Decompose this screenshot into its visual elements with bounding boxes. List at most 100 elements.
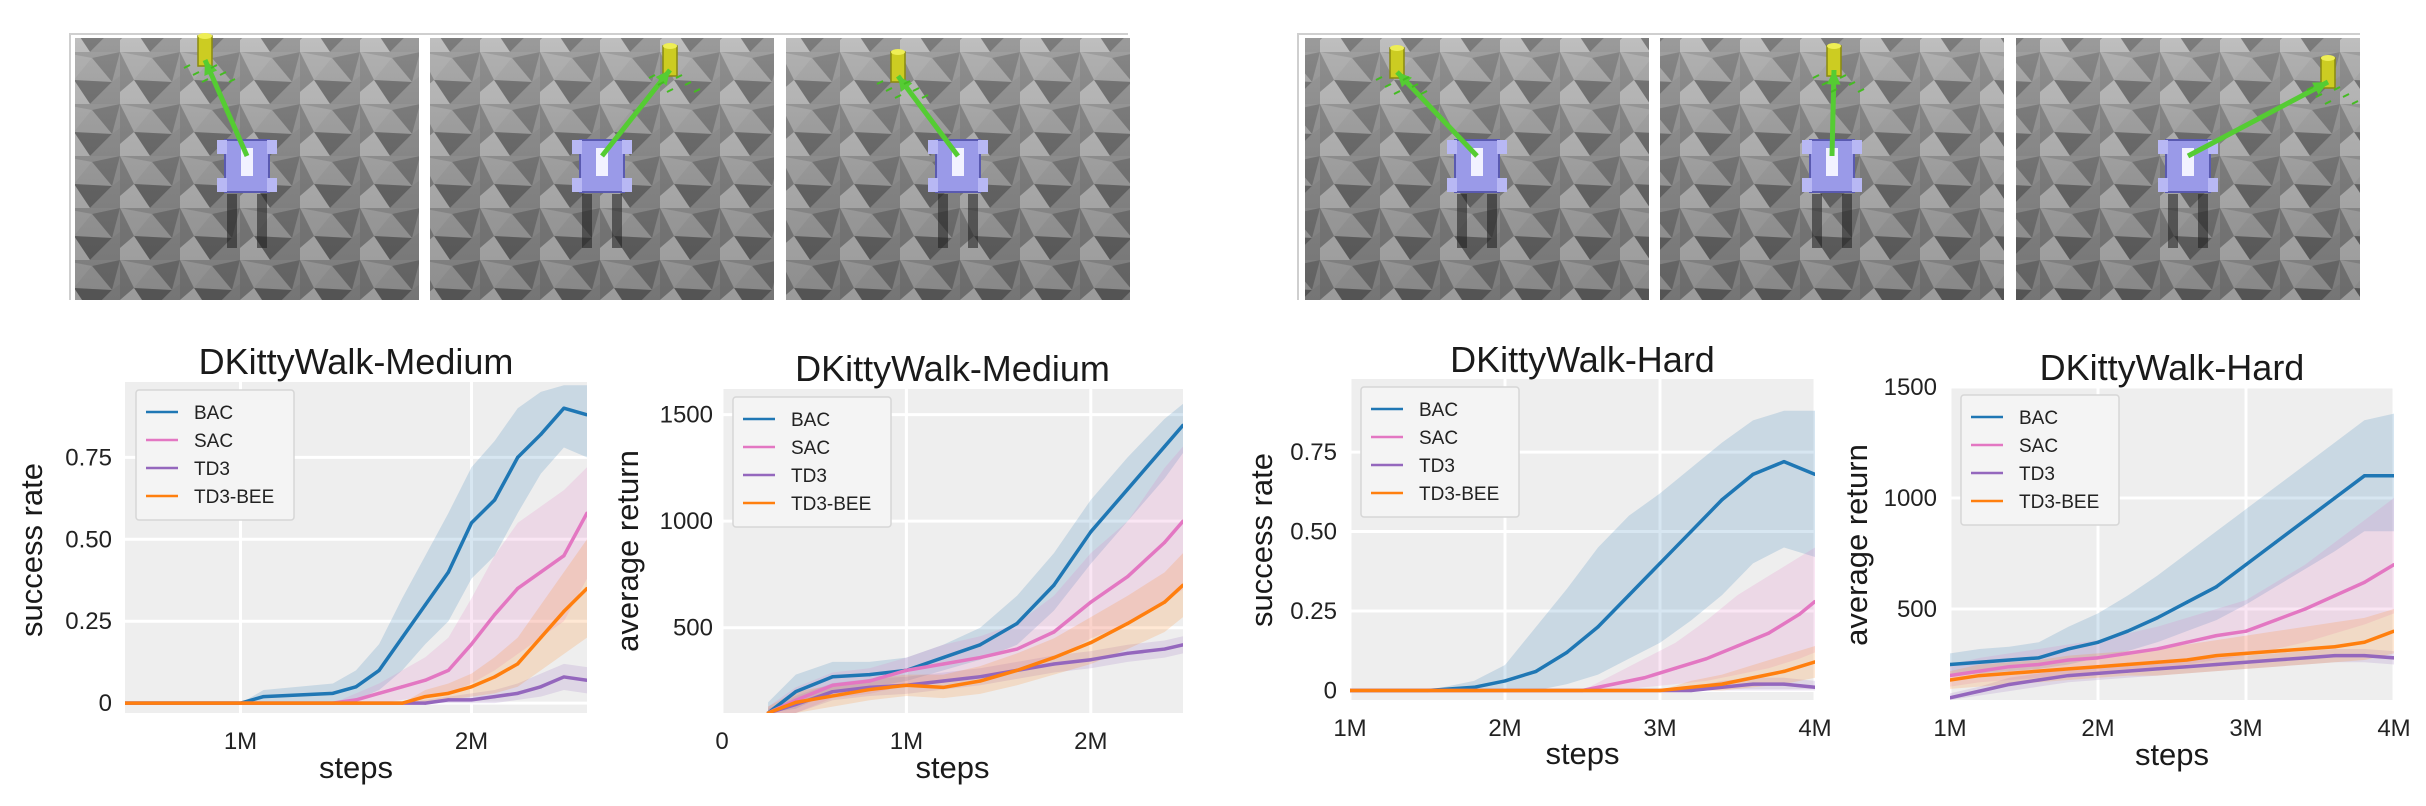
point-td3-bee (516, 662, 520, 666)
point-td3 (2333, 654, 2337, 658)
charts: DKittyWalk-Medium 1M 2M 0 0.25 0.50 0.75 steps s… (14, 339, 2411, 785)
x-tick-label: 1M (1933, 715, 1966, 742)
trail-mark (1420, 90, 1428, 95)
x-axis-label: steps (2135, 737, 2209, 772)
point-td3-bee (2066, 667, 2070, 671)
point-bac (2007, 658, 2011, 662)
point-td3-bee (2185, 658, 2189, 662)
point-td3-bee (1350, 688, 1352, 693)
image-panel-left (69, 32, 1130, 300)
legend: BAC SAC TD3 TD3-BEE (732, 396, 892, 528)
x-tick-label: 2M (1488, 715, 1521, 742)
scene-frame (1305, 38, 1649, 300)
line-sac (1350, 600, 1815, 693)
point-td3-bee (1162, 600, 1167, 604)
legend-label-td3-bee: TD3-BEE (1419, 484, 1499, 505)
trail-mark (1830, 88, 1838, 93)
point-sac (1704, 657, 1709, 661)
point-bac (1162, 444, 1167, 449)
point-td3-bee (125, 701, 127, 705)
point-td3 (2303, 656, 2307, 660)
y-tick-label: 0.50 (65, 526, 112, 553)
band-td3 (768, 636, 1183, 713)
point-bac (1782, 460, 1786, 464)
point-td3 (1978, 689, 1982, 693)
y-tick-label: 1000 (660, 508, 713, 535)
trail-mark (2324, 100, 2332, 105)
trail-mark (1393, 90, 1401, 95)
point-td3-bee (867, 687, 872, 692)
trail-mark (2306, 86, 2314, 91)
point-td3 (941, 679, 945, 683)
point-td3-bee (1658, 688, 1662, 693)
trail-mark (192, 71, 200, 76)
legend-label-td3: TD3 (194, 459, 230, 480)
point-bac (446, 570, 450, 574)
trail-mark (1402, 76, 1410, 81)
trail-mark (666, 88, 674, 93)
trail-mark (1375, 76, 1383, 81)
point-bac (2185, 600, 2189, 604)
legend-label-bac: BAC (2019, 408, 2058, 429)
legend-label-td3: TD3 (2019, 464, 2055, 485)
point-td3-bee (2126, 662, 2130, 667)
point-td3-bee (1751, 676, 1755, 680)
point-sac (867, 679, 872, 683)
point-bac (831, 675, 835, 679)
line-td3-bee (1950, 629, 2394, 682)
band-bac (125, 385, 587, 704)
trail-mark (183, 64, 191, 69)
point-sac (493, 613, 497, 617)
point-bac (400, 636, 404, 640)
point-td3-bee (446, 691, 450, 695)
point-bac (423, 603, 427, 607)
image-panel-right (1297, 33, 2360, 300)
point-sac (1813, 599, 1815, 604)
point-td3-bee (794, 700, 798, 704)
point-td3 (585, 678, 587, 682)
trail-mark (1848, 81, 1856, 86)
y-axis-label: average return (610, 450, 645, 652)
y-axis-label: success rate (14, 463, 49, 637)
point-td3-bee (1126, 621, 1130, 626)
point-td3 (2155, 667, 2159, 671)
point-sac (1611, 682, 1616, 686)
point-td3-bee (978, 679, 982, 683)
line-sac (1950, 563, 2394, 678)
point-sac (2007, 665, 2011, 669)
chart-title: DKittyWalk-Hard (2040, 347, 2305, 388)
legend-label-bac: BAC (1419, 400, 1458, 421)
point-sac (2066, 658, 2070, 662)
point-bac (2274, 540, 2278, 544)
point-sac (1642, 676, 1647, 680)
band-td3 (1950, 648, 2394, 700)
point-td3-bee (831, 694, 835, 698)
x-axis-label: steps (1545, 736, 1619, 771)
band-sac (1350, 547, 1815, 691)
point-bac (2037, 656, 2041, 660)
point-td3-bee (585, 586, 587, 591)
chart-4: DKittyWalk-Hard 1M 2M 3M 4M 500 1000 1500 steps a… (1839, 347, 2411, 772)
point-sac (2185, 640, 2189, 644)
point-sac (2155, 647, 2159, 651)
x-tick-label: 1M (890, 728, 923, 755)
trail-mark (2342, 93, 2350, 98)
point-sac (904, 668, 909, 672)
point-td3 (1751, 682, 1755, 686)
band-bac (1950, 413, 2394, 676)
point-bac (1596, 625, 1600, 629)
point-bac (978, 643, 982, 647)
point-bac (1503, 679, 1507, 683)
legend-label-td3-bee: TD3-BEE (2019, 492, 2099, 513)
y-tick-label: 0 (99, 690, 112, 717)
y-tick-label: 0.75 (1290, 439, 1337, 466)
point-sac (978, 655, 982, 660)
point-td3-bee (1015, 668, 1019, 672)
series-layer (1350, 410, 1815, 693)
scene-frame (1660, 38, 2004, 300)
line-bac (1950, 474, 2394, 667)
y-tick-label: 1000 (1884, 485, 1937, 512)
x-tick-label: 2M (2081, 715, 2114, 742)
robot-scene-images (69, 32, 2360, 300)
trail-mark (657, 81, 665, 86)
